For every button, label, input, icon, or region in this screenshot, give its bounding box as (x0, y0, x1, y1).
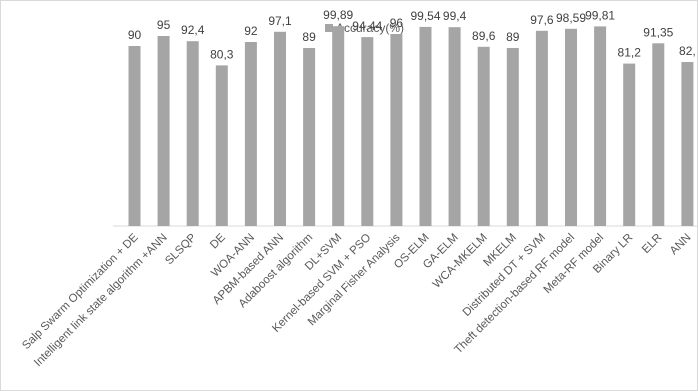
bar-2 (187, 41, 199, 226)
value-label-12: 89,6 (472, 29, 496, 43)
x-tick-labels-group: Salp Swarm Optimization + DEIntelligent … (20, 231, 693, 369)
value-label-6: 89 (302, 30, 316, 44)
x-tick-label-18: ELR (640, 232, 664, 256)
value-label-1: 95 (157, 18, 171, 32)
bar-14 (536, 31, 548, 226)
bar-19 (681, 62, 693, 226)
value-label-2: 92,4 (181, 23, 205, 37)
bar-4 (245, 42, 257, 226)
x-tick-label-2: SLSQP (163, 231, 199, 267)
bar-6 (303, 48, 315, 226)
bar-15 (565, 29, 577, 226)
value-label-8: 94,44 (352, 19, 382, 33)
bar-5 (274, 32, 286, 226)
value-label-0: 90 (128, 28, 142, 42)
x-tick-label-1: Intelligent link state algorithm +ANN (32, 232, 170, 370)
x-tick-label-19: ANN (668, 232, 694, 258)
bar-18 (652, 43, 664, 226)
value-label-14: 97,6 (530, 13, 554, 27)
x-tick-label-3: DE (208, 231, 228, 251)
bar-1 (158, 36, 170, 226)
bar-10 (420, 27, 432, 226)
value-label-16: 99,81 (585, 8, 615, 22)
value-label-19: 82, (679, 44, 696, 58)
bar-11 (449, 27, 461, 226)
value-label-9: 96 (390, 16, 404, 30)
value-label-7: 99,89 (323, 8, 353, 22)
bar-12 (478, 47, 490, 226)
bar-0 (129, 46, 141, 226)
legend-swatch (325, 24, 333, 32)
value-label-11: 99,4 (443, 9, 467, 23)
value-label-18: 91,35 (643, 25, 673, 39)
value-label-3: 80,3 (210, 47, 234, 61)
bar-13 (507, 48, 519, 226)
bar-3 (216, 65, 228, 226)
bar-7 (332, 26, 344, 226)
value-label-10: 99,54 (410, 9, 440, 23)
value-label-5: 97,1 (268, 14, 292, 28)
value-label-13: 89 (506, 30, 520, 44)
bar-9 (390, 34, 402, 226)
bar-16 (594, 26, 606, 226)
value-label-15: 98,59 (556, 11, 586, 25)
value-label-4: 92 (244, 24, 258, 38)
bar-8 (361, 37, 373, 226)
bar-17 (623, 64, 635, 226)
value-label-17: 81,2 (618, 46, 642, 60)
x-tick-label-0: Salp Swarm Optimization + DE (20, 231, 141, 352)
